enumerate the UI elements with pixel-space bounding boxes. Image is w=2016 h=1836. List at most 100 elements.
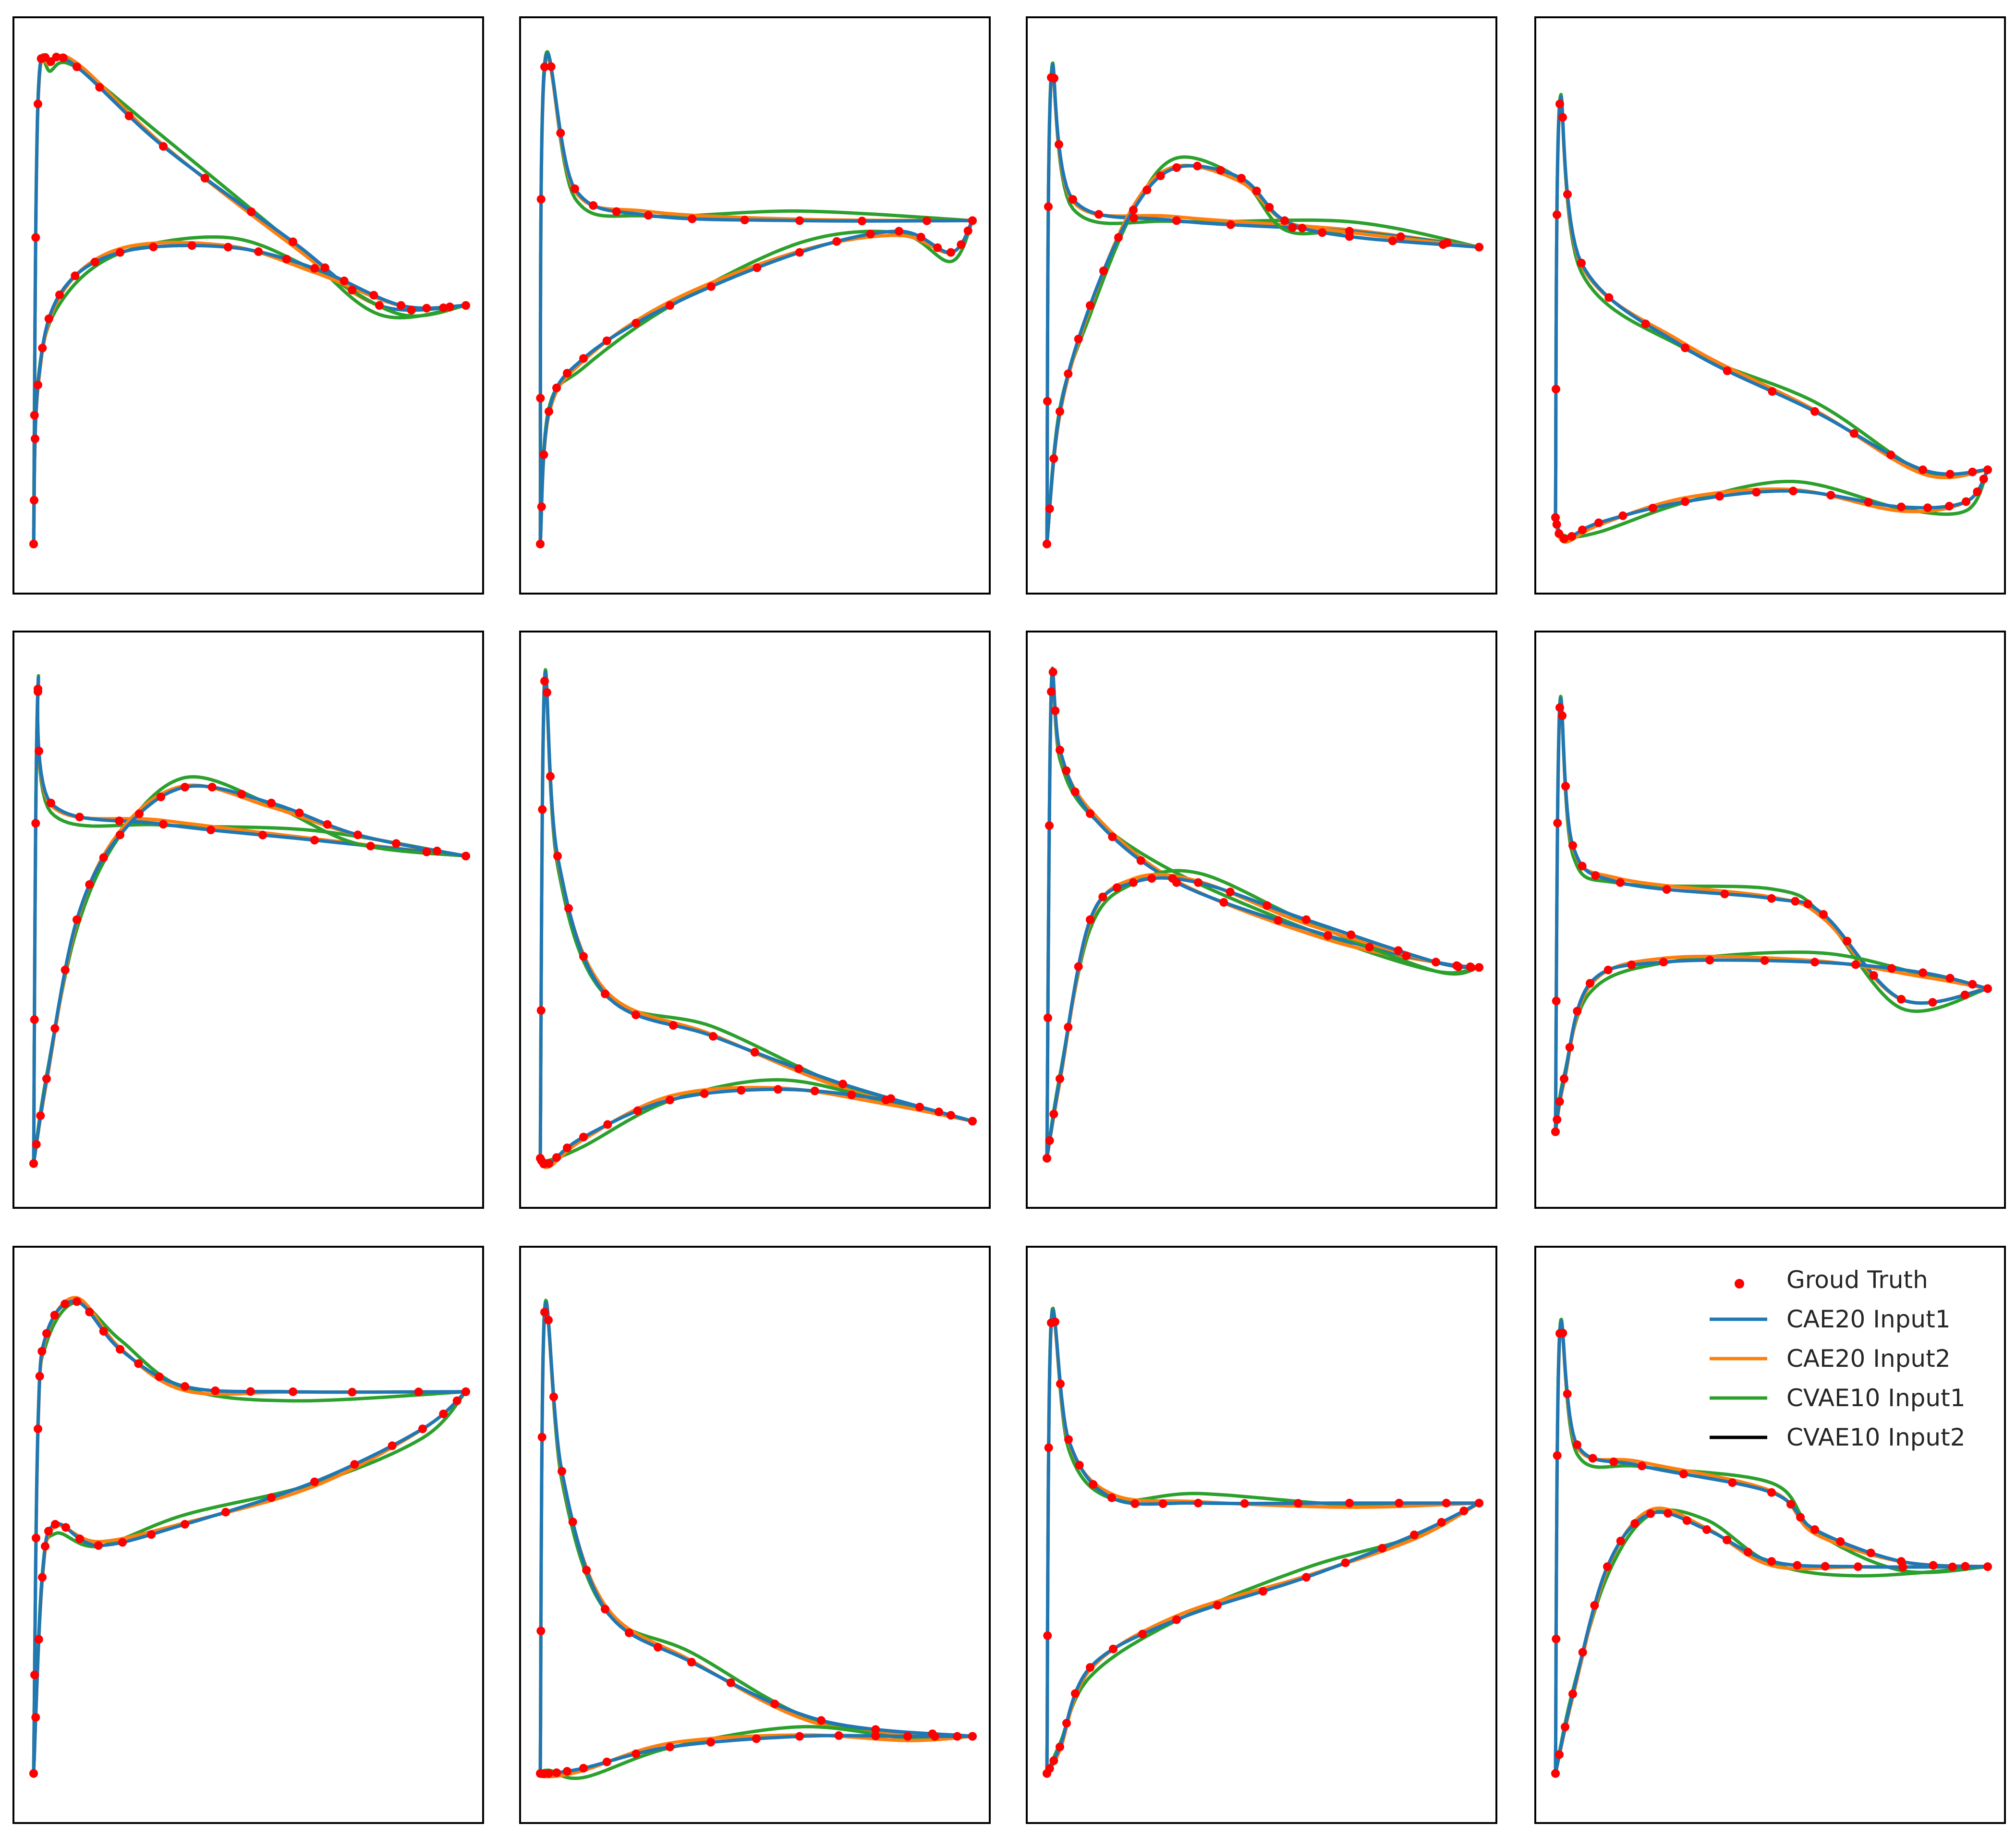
ground-truth-point: [1928, 998, 1937, 1007]
ground-truth-point: [99, 1327, 108, 1336]
ground-truth-point: [688, 214, 697, 223]
cae20-input1-upper-line: [1554, 1319, 1990, 1775]
panel-frame: [12, 16, 484, 595]
ground-truth-point: [916, 232, 925, 242]
ground-truth-point: [73, 62, 81, 72]
ground-truth-point: [31, 434, 39, 443]
ground-truth-point: [1662, 885, 1671, 894]
legend-label: CAE20 Input2: [1786, 1345, 1951, 1373]
ground-truth-point: [445, 302, 454, 311]
ground-truth-point: [579, 354, 588, 363]
legend-label: CAE20 Input1: [1786, 1305, 1951, 1333]
ground-truth-point: [625, 1629, 633, 1637]
ground-truth-point: [1129, 878, 1138, 887]
ground-truth-point: [30, 1015, 39, 1024]
ground-truth-point: [930, 1732, 939, 1741]
ground-truth-point: [187, 241, 196, 250]
ground-truth-point: [320, 263, 329, 272]
ground-truth-point: [706, 1738, 715, 1747]
ground-truth-point: [871, 1725, 880, 1734]
ground-truth-point: [549, 1392, 558, 1401]
ground-truth-point: [181, 1382, 189, 1391]
ground-truth-point: [181, 1520, 189, 1529]
ground-truth-point: [157, 792, 165, 802]
ground-truth-point: [1051, 1317, 1059, 1326]
ground-truth-point: [34, 99, 42, 109]
ground-truth-point: [35, 746, 43, 755]
ground-truth-point: [838, 1080, 847, 1089]
ground-truth-point: [817, 1716, 826, 1725]
ground-truth-point: [452, 1396, 461, 1405]
ground-truth-point: [1560, 534, 1568, 543]
ground-truth-point: [1591, 871, 1600, 880]
ground-truth-point: [1069, 195, 1077, 204]
ground-truth-point: [1705, 956, 1714, 965]
ground-truth-point: [59, 53, 68, 62]
ground-truth-point: [1558, 1328, 1567, 1337]
ground-truth-point: [1075, 1460, 1084, 1470]
ground-truth-point: [51, 1520, 60, 1529]
ground-truth-point: [536, 394, 545, 402]
ground-truth-point: [1056, 407, 1064, 416]
ground-truth-point: [1043, 1631, 1052, 1640]
ground-truth-point: [536, 1626, 546, 1635]
ground-truth-point: [644, 211, 653, 220]
ground-truth-point: [1864, 498, 1873, 507]
ground-truth-point: [1560, 1074, 1568, 1083]
ground-truth-point: [810, 1086, 819, 1095]
ground-truth-point: [1803, 900, 1812, 909]
ground-truth-point: [1156, 171, 1165, 181]
ground-truth-point: [1394, 946, 1403, 955]
legend-label: CVAE10 Input2: [1786, 1423, 1966, 1451]
legend: Groud Truth CAE20 Input1 CAE20 Input2 CVAE1…: [1710, 1266, 1966, 1451]
ground-truth-point: [71, 271, 80, 280]
ground-truth-point: [552, 1768, 561, 1777]
ground-truth-point: [1767, 1488, 1776, 1497]
ground-truth-point: [1043, 397, 1052, 406]
cae20-input1-lower-line: [32, 243, 468, 546]
ground-truth-point: [1071, 1689, 1080, 1698]
ground-truth-point: [30, 1670, 39, 1679]
ground-truth-point: [547, 62, 556, 71]
ground-truth-point: [1810, 958, 1819, 967]
panel-10: [519, 1246, 991, 1824]
ground-truth-point: [75, 813, 84, 822]
ground-truth-point: [957, 240, 966, 249]
ground-truth-point: [31, 1713, 40, 1722]
ground-truth-point: [30, 411, 39, 420]
ground-truth-point: [42, 1329, 51, 1338]
ground-truth-point: [340, 276, 349, 285]
ground-truth-point: [237, 790, 246, 799]
panel-3: [1026, 16, 1497, 595]
legend-item-ground-truth: Groud Truth: [1735, 1266, 1928, 1294]
ground-truth-point: [1439, 240, 1447, 249]
ground-truth-point: [537, 502, 546, 511]
ground-truth-point: [211, 1386, 220, 1395]
ground-truth-point: [32, 1140, 41, 1149]
ground-truth-point: [1240, 1499, 1249, 1508]
ground-truth-point: [1437, 1518, 1446, 1527]
ground-truth-point: [1983, 984, 1992, 993]
ground-truth-point: [1609, 1457, 1618, 1466]
ground-truth-point: [73, 1297, 81, 1306]
ground-truth-point: [1112, 883, 1121, 892]
ground-truth-point: [1577, 258, 1586, 267]
ground-truth-point: [1129, 206, 1138, 215]
cae20-input1-upper-line: [32, 1300, 468, 1775]
ground-truth-point: [544, 1315, 553, 1325]
ground-truth-point: [1869, 971, 1878, 980]
ground-truth-point: [601, 989, 609, 998]
ground-truth-point: [553, 851, 562, 861]
ground-truth-point: [858, 217, 866, 226]
ground-truth-point: [1681, 343, 1689, 353]
ground-truth-point: [1288, 223, 1297, 232]
ground-truth-point: [1555, 1750, 1564, 1759]
ground-truth-point: [38, 1573, 47, 1582]
ground-truth-point: [536, 195, 546, 204]
ground-truth-point: [1553, 818, 1562, 827]
ground-truth-point: [29, 539, 38, 548]
ground-truth-point: [1402, 951, 1411, 961]
ground-truth-point: [1044, 1013, 1052, 1022]
ground-truth-point: [933, 243, 942, 252]
panel-11: [1026, 1246, 1497, 1824]
